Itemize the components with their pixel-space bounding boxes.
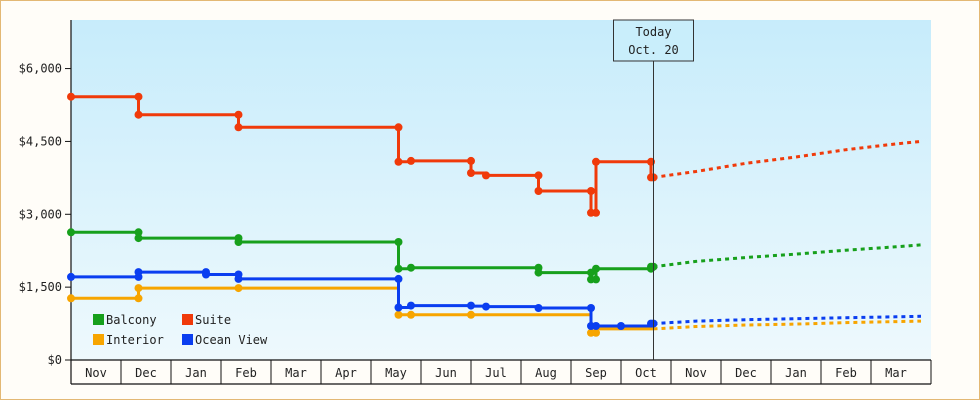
- today-date: Oct. 20: [628, 43, 679, 57]
- series-forecast-interior: [653, 319, 922, 331]
- x-tick-label: Mar: [285, 366, 307, 380]
- data-point: [592, 275, 600, 284]
- series-forecast-balcony: [653, 243, 922, 269]
- x-tick-label: Sep: [585, 366, 607, 380]
- data-point: [534, 171, 543, 180]
- y-tick-label: $0: [48, 353, 62, 367]
- data-point: [394, 264, 403, 273]
- data-point: [534, 187, 543, 195]
- data-point: [407, 310, 415, 319]
- series-balcony: [67, 228, 922, 284]
- x-tick-label: Aug: [535, 366, 557, 380]
- series-line-suite: [71, 95, 654, 215]
- data-point: [467, 169, 475, 177]
- y-tick-label: $6,000: [19, 62, 62, 76]
- data-point: [394, 303, 403, 312]
- data-point: [67, 272, 75, 281]
- legend-item-suite: Suite: [182, 313, 231, 327]
- data-point: [134, 268, 143, 277]
- x-tick-label: Nov: [85, 366, 107, 380]
- data-point: [67, 294, 75, 303]
- data-point: [234, 238, 243, 246]
- x-tick-label: Jan: [785, 366, 807, 380]
- legend-label: Interior: [106, 333, 164, 347]
- data-point: [394, 157, 403, 166]
- data-point: [67, 228, 75, 237]
- data-point: [234, 284, 243, 293]
- x-tick-label: Jan: [185, 366, 207, 380]
- data-point: [234, 274, 243, 283]
- data-point: [467, 310, 475, 319]
- data-point: [587, 187, 595, 195]
- x-tick-label: Feb: [835, 366, 857, 380]
- x-tick-label: Dec: [735, 366, 757, 380]
- data-point: [134, 110, 143, 119]
- data-point: [617, 322, 625, 330]
- legend-item-ocean-view: Ocean View: [182, 333, 268, 347]
- legend-swatch: [93, 334, 104, 345]
- x-tick-label: Nov: [685, 366, 707, 380]
- data-point: [202, 270, 210, 279]
- series-forecast-ocean-view: [653, 314, 922, 326]
- legend-label: Balcony: [106, 313, 157, 327]
- data-point: [534, 268, 543, 277]
- y-tick-label: $3,000: [19, 207, 62, 221]
- data-point: [407, 301, 415, 310]
- series-suite: [67, 92, 922, 217]
- data-point: [134, 228, 143, 237]
- today-box: [613, 19, 694, 62]
- y-tick-label: $1,500: [19, 280, 62, 294]
- plot-area: [71, 20, 931, 360]
- data-point: [407, 156, 415, 165]
- data-point: [394, 310, 403, 319]
- y-tick-label: $4,500: [19, 134, 62, 148]
- x-tick-label: Feb: [235, 366, 257, 380]
- x-tick-label: Mar: [885, 366, 907, 380]
- data-point: [592, 208, 600, 217]
- legend-swatch: [182, 334, 193, 345]
- series-interior: [67, 284, 922, 337]
- series-forecast-suite: [653, 139, 922, 179]
- legend-item-balcony: Balcony: [93, 313, 157, 327]
- data-point: [407, 263, 415, 272]
- x-tick-label: Dec: [135, 366, 157, 380]
- legend-swatch: [93, 314, 104, 325]
- legend-swatch: [182, 314, 193, 325]
- x-tick-label: Jun: [435, 366, 457, 380]
- legend-item-interior: Interior: [93, 333, 164, 347]
- data-point: [134, 294, 143, 303]
- data-point: [592, 322, 600, 330]
- data-point: [394, 123, 403, 132]
- data-point: [592, 264, 600, 273]
- x-tick-label: Oct: [635, 366, 657, 380]
- x-tick-label: Jul: [485, 366, 507, 380]
- data-point: [467, 301, 475, 310]
- data-point: [394, 238, 403, 246]
- data-point: [467, 156, 475, 165]
- data-point: [482, 302, 490, 311]
- data-point: [234, 110, 243, 119]
- data-point: [534, 304, 543, 312]
- data-point: [592, 328, 600, 337]
- series-line-balcony: [71, 230, 654, 281]
- data-point: [394, 274, 403, 283]
- data-point: [134, 92, 143, 101]
- data-point: [134, 284, 143, 293]
- data-point: [134, 234, 143, 243]
- data-point: [592, 157, 600, 166]
- legend-label: Ocean View: [195, 333, 268, 347]
- x-tick-label: Apr: [335, 366, 357, 380]
- data-point: [587, 304, 595, 312]
- x-tick-label: May: [385, 366, 407, 380]
- legend-label: Suite: [195, 313, 231, 327]
- data-point: [482, 171, 490, 180]
- data-point: [234, 123, 243, 132]
- today-label: Today: [635, 25, 671, 39]
- data-point: [67, 92, 75, 101]
